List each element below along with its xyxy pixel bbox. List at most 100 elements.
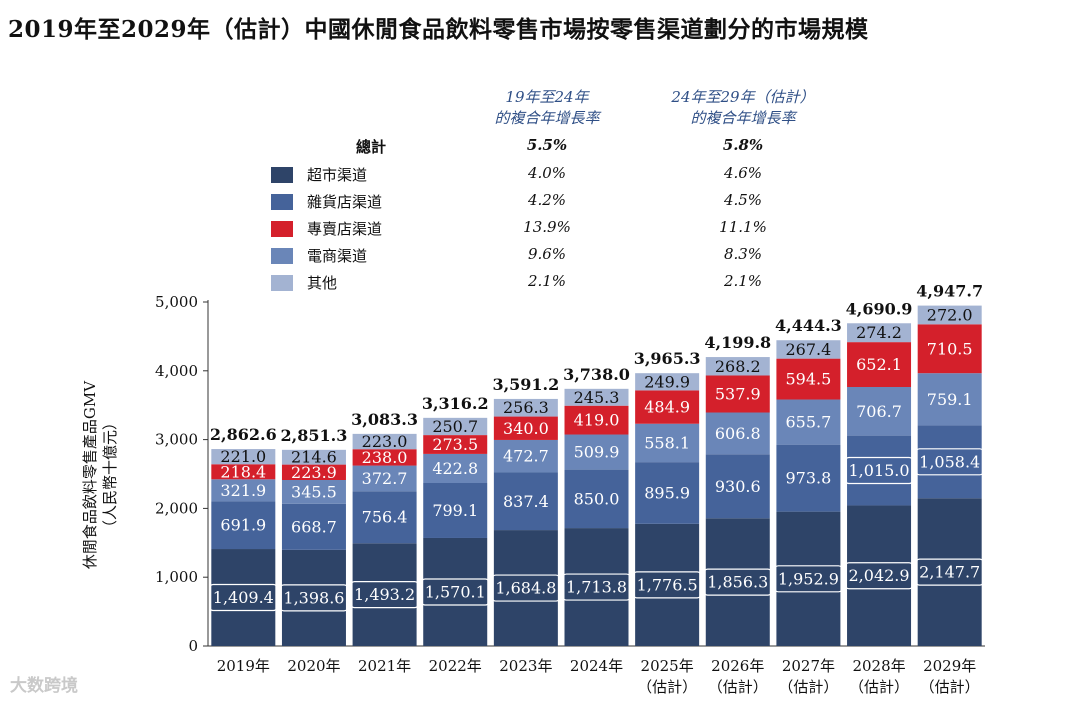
bar-segment [493,530,558,646]
bar-segment [281,449,346,465]
value-label: 268.2 [715,357,761,376]
value-label: 652.1 [856,355,902,374]
y-tick-label: 3,000 [155,431,198,449]
bar-segment [635,462,700,524]
value-label-box [561,573,632,601]
legend-cagr-ecommerce-1: 9.6% [527,245,567,263]
bar-segment [705,412,770,455]
value-label-box [844,562,914,590]
legend-label-grocery: 雜貨店渠道 [307,193,383,211]
bar-segment [564,434,629,470]
value-label: 1,856.3 [707,573,768,592]
bar-segment [281,503,346,550]
value-label: 223.9 [291,463,337,482]
value-label: 345.5 [291,482,337,501]
legend-swatch-specialty [271,221,293,237]
value-label: 472.7 [503,447,549,466]
value-label: 422.8 [432,459,478,478]
bar-segment [423,482,488,538]
bar-segment [705,518,770,646]
cagr-header-2024-2029: 24年至29年（估計） 的複合年增長率 [671,88,815,127]
bar-segment [423,417,488,436]
bar-segment [211,549,276,646]
bar-segment [211,501,276,550]
bar-segment [917,305,982,325]
bar-segment [493,439,558,473]
y-tick-label: 4,000 [155,362,198,380]
legend-cagr-ecommerce-2: 8.3% [723,245,763,263]
y-tick-label: 2,000 [155,499,198,517]
value-label: 218.4 [220,462,266,481]
legend-cagr-grocery-1: 4.2% [527,191,567,209]
legend-label-supermarket: 超市渠道 [307,166,368,184]
legend-label-ecommerce: 電商渠道 [307,247,368,265]
bar-segment [635,423,700,463]
x-tick-label: 2026年 [711,657,764,675]
bar-segment [564,405,629,435]
value-label: 930.6 [715,477,761,496]
bar-segment [493,416,558,440]
value-label: 419.0 [574,411,620,430]
bar-segment [352,433,417,450]
legend-swatch-ecommerce [271,248,293,264]
legend-cagr-specialty-1: 13.9% [523,218,571,236]
value-label: 558.1 [644,433,690,452]
legend-label-specialty: 專賣店渠道 [307,220,383,238]
bar-segment [493,398,558,417]
value-label: 1,952.9 [778,569,839,588]
bar-segment [705,357,770,376]
value-label: 272.0 [927,305,973,324]
bar-segment [281,464,346,480]
value-label-box [914,448,985,476]
value-label: 1,015.0 [849,461,910,480]
bar-segment [776,358,841,400]
bar-segment [847,505,912,646]
value-label: 214.6 [291,448,337,467]
legend-cagr-grocery-2: 4.5% [723,191,763,209]
x-tick-label: 2024年 [570,657,623,675]
total-label: 2,862.6 [210,425,277,444]
value-label: 837.4 [503,492,549,511]
legend-label-others: 其他 [307,274,338,292]
bar-segment [281,549,346,646]
value-label: 691.9 [220,516,266,535]
x-tick-label: 2020年 [287,657,340,675]
total-label: 4,947.7 [916,282,983,301]
bar-segment [776,399,841,445]
value-label: 249.9 [644,372,690,391]
value-label: 756.4 [362,508,408,527]
value-label: 655.7 [786,413,832,432]
bar-segment [776,511,841,646]
value-label: 973.8 [786,469,832,488]
bar-segment [705,375,770,413]
value-label-box [632,571,702,599]
x-tick-label: 2025年 [641,657,694,675]
bar-segment [917,498,982,646]
bar-segment [635,390,700,424]
value-label: 372.7 [362,469,408,488]
bar-segment [917,324,982,374]
bar-segment [423,435,488,454]
value-label: 537.9 [715,385,761,404]
value-label: 1,493.2 [354,585,415,604]
x-tick-label: 2021年 [358,657,411,675]
value-label: 706.7 [856,402,902,421]
x-tick-label: （估計） [637,678,697,696]
value-label-box [279,584,349,612]
value-label: 1,776.5 [637,575,698,594]
value-label-box [491,574,561,602]
total-label: 4,444.3 [775,316,842,335]
total-label: 3,738.0 [563,365,630,384]
total-label: 4,199.8 [704,333,771,352]
value-label: 2,147.7 [919,563,980,582]
x-tick-label: 2029年 [923,657,976,675]
bar-segment [211,464,276,480]
y-tick-label: 5,000 [155,293,198,311]
chart-title: 2019年至2029年（估計）中國休閒食品飲料零售市場按零售渠道劃分的市場規模 [8,16,869,43]
x-tick-label: 2028年 [852,657,905,675]
bar-segment [423,537,488,646]
x-tick-label: 2022年 [429,657,482,675]
bar-segment [352,543,417,646]
bar-segment [423,453,488,483]
value-label: 1,409.4 [213,588,274,607]
